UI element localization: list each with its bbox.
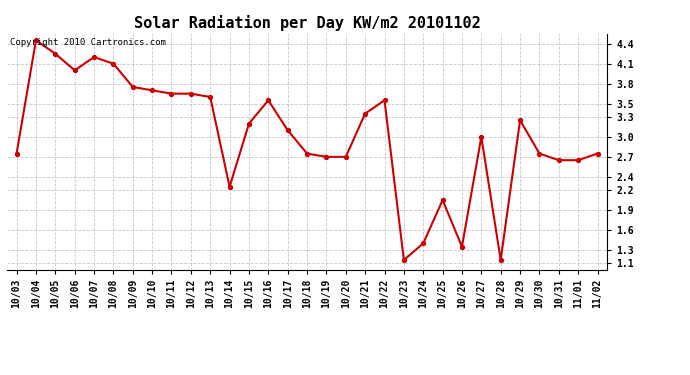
Title: Solar Radiation per Day KW/m2 20101102: Solar Radiation per Day KW/m2 20101102	[134, 15, 480, 31]
Text: Copyright 2010 Cartronics.com: Copyright 2010 Cartronics.com	[10, 39, 166, 48]
